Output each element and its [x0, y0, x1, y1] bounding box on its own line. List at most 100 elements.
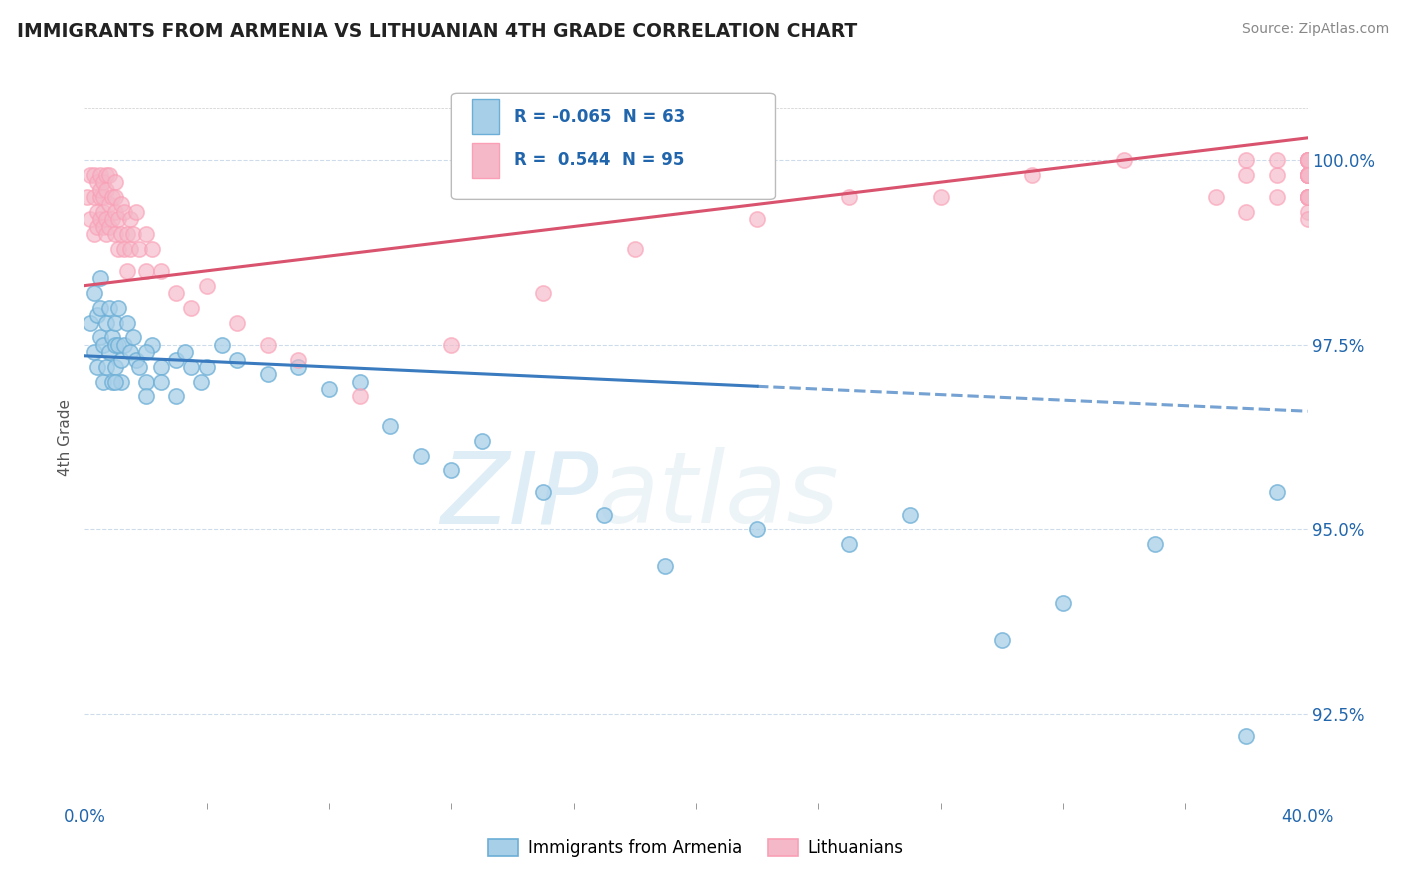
Point: [1296, 168, 1319, 182]
Point: [593, 508, 616, 522]
Point: [89, 271, 111, 285]
Point: [1236, 153, 1258, 167]
Point: [1265, 168, 1288, 182]
Point: [165, 352, 187, 367]
Point: [318, 382, 340, 396]
Point: [79, 212, 101, 227]
Point: [471, 434, 494, 448]
Point: [165, 285, 187, 300]
Point: [1296, 168, 1319, 182]
Point: [104, 316, 127, 330]
Point: [86, 175, 108, 189]
Point: [107, 212, 129, 227]
Point: [1205, 190, 1227, 204]
Point: [101, 212, 124, 227]
Point: [115, 264, 138, 278]
Point: [747, 523, 769, 537]
Text: Source: ZipAtlas.com: Source: ZipAtlas.com: [1241, 22, 1389, 37]
Point: [89, 190, 111, 204]
Point: [110, 227, 132, 241]
Point: [128, 359, 150, 374]
Point: [409, 449, 432, 463]
Point: [89, 330, 111, 344]
Point: [1236, 168, 1258, 182]
Point: [89, 168, 111, 182]
Point: [195, 278, 218, 293]
Point: [1021, 168, 1043, 182]
FancyBboxPatch shape: [451, 94, 776, 200]
Point: [122, 330, 145, 344]
Point: [624, 242, 647, 256]
Point: [101, 330, 124, 344]
Point: [97, 345, 120, 359]
Point: [83, 227, 105, 241]
Point: [91, 219, 114, 234]
Point: [135, 227, 157, 241]
Point: [120, 212, 142, 227]
Point: [101, 375, 124, 389]
Point: [149, 264, 172, 278]
Point: [86, 204, 108, 219]
Point: [79, 316, 101, 330]
Point: [1265, 485, 1288, 500]
Point: [257, 368, 280, 382]
Text: IMMIGRANTS FROM ARMENIA VS LITHUANIAN 4TH GRADE CORRELATION CHART: IMMIGRANTS FROM ARMENIA VS LITHUANIAN 4T…: [17, 22, 858, 41]
Point: [440, 463, 463, 477]
Point: [440, 337, 463, 351]
Point: [1296, 168, 1319, 182]
Point: [654, 559, 676, 574]
Point: [112, 204, 135, 219]
Point: [76, 190, 98, 204]
Point: [838, 537, 860, 551]
Point: [1296, 168, 1319, 182]
Point: [115, 227, 138, 241]
Point: [107, 337, 129, 351]
Point: [1236, 204, 1258, 219]
Point: [1296, 153, 1319, 167]
Point: [531, 485, 554, 500]
Point: [1296, 190, 1319, 204]
Point: [1296, 153, 1319, 167]
Point: [135, 375, 157, 389]
Point: [190, 375, 212, 389]
Point: [149, 359, 172, 374]
Point: [287, 359, 309, 374]
Point: [1296, 153, 1319, 167]
Point: [128, 242, 150, 256]
Point: [1296, 168, 1319, 182]
Point: [89, 183, 111, 197]
Point: [135, 345, 157, 359]
Point: [1296, 212, 1319, 227]
Point: [104, 337, 127, 351]
Text: R =  0.544  N = 95: R = 0.544 N = 95: [513, 152, 685, 169]
Point: [1296, 153, 1319, 167]
FancyBboxPatch shape: [472, 143, 499, 178]
Point: [180, 359, 202, 374]
Point: [1296, 168, 1319, 182]
Point: [1296, 190, 1319, 204]
Point: [120, 345, 142, 359]
Point: [1296, 153, 1319, 167]
Point: [1296, 190, 1319, 204]
Legend: Immigrants from Armenia, Lithuanians: Immigrants from Armenia, Lithuanians: [482, 832, 910, 864]
Point: [91, 190, 114, 204]
Point: [1236, 729, 1258, 743]
Point: [112, 337, 135, 351]
Point: [1296, 153, 1319, 167]
Text: R = -0.065  N = 63: R = -0.065 N = 63: [513, 108, 685, 126]
Point: [1296, 190, 1319, 204]
Point: [101, 190, 124, 204]
Point: [141, 337, 163, 351]
Point: [104, 359, 127, 374]
Point: [86, 219, 108, 234]
Point: [91, 337, 114, 351]
Point: [1296, 153, 1319, 167]
Point: [180, 301, 202, 315]
Point: [287, 352, 309, 367]
Point: [349, 389, 371, 403]
Point: [107, 242, 129, 256]
Point: [257, 337, 280, 351]
Point: [211, 337, 233, 351]
Point: [1296, 204, 1319, 219]
Point: [115, 316, 138, 330]
